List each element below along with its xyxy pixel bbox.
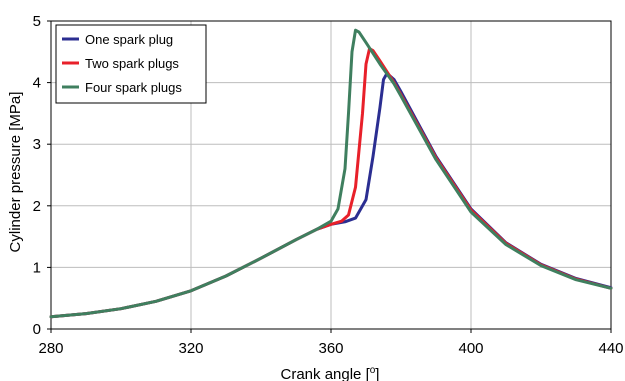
y-tick-labels: 0 1 2 3 4 5 [33,13,41,338]
legend-label-one-spark-plug: One spark plug [85,32,173,47]
x-tick-label: 440 [598,340,623,357]
legend: One spark plug Two spark plugs Four spark … [55,24,207,104]
legend-label-two-spark-plugs: Two spark plugs [85,56,179,71]
x-axis-title: Crank angle [o] [281,365,380,381]
y-tick-label: 4 [33,75,41,92]
y-tick-label: 0 [33,321,41,338]
y-tick-label: 5 [33,13,41,30]
plot-frame [50,20,612,330]
series-layer [49,28,613,319]
y-tick-label: 1 [33,259,41,276]
x-tick-label: 320 [178,340,203,357]
legend-label-four-spark-plugs: Four spark plugs [85,80,182,95]
x-tick-label: 400 [458,340,483,357]
series-line-four-spark-plugs [49,28,613,319]
x-tick-label: 360 [318,340,343,357]
x-tick-label: 280 [38,340,63,357]
y-tick-label: 3 [33,136,41,153]
y-tick-label: 2 [33,198,41,215]
legend-box [55,24,207,104]
y-axis-title: Cylinder pressure [MPa] [7,92,24,253]
x-tick-labels: 280 320 360 400 440 [38,340,623,357]
